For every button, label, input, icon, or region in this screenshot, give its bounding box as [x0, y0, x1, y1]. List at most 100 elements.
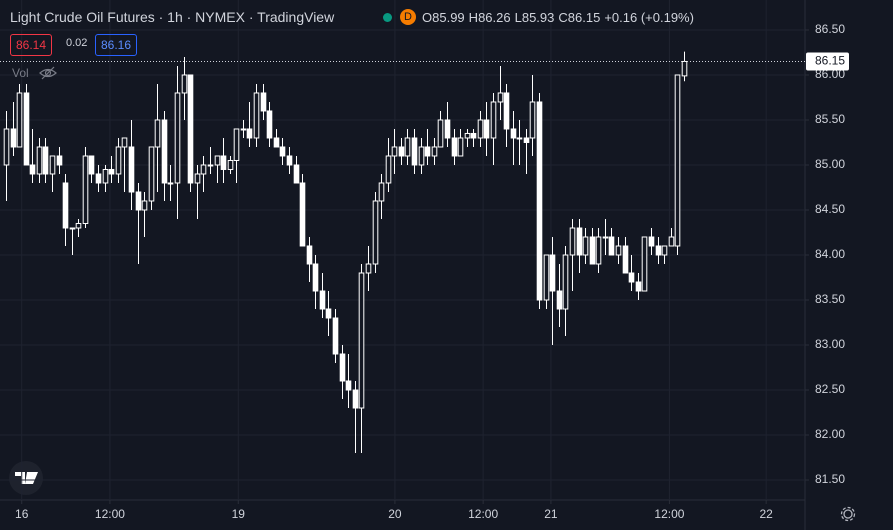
- candle-body: [510, 128, 517, 139]
- candle-body: [187, 74, 194, 184]
- candle-body: [641, 236, 648, 292]
- candle-body: [332, 317, 339, 355]
- candle-body: [635, 281, 642, 292]
- candle-body: [167, 182, 174, 185]
- sell-price[interactable]: 86.14: [10, 34, 53, 56]
- candle-body: [543, 254, 550, 301]
- last-price-label: 86.15: [815, 54, 845, 68]
- buy-price[interactable]: 86.16: [95, 34, 138, 56]
- candle-body: [339, 353, 346, 382]
- candle-body: [529, 101, 536, 139]
- x-tick-label: 20: [388, 507, 402, 521]
- candle-body: [437, 119, 444, 148]
- tv-logo: [9, 461, 43, 495]
- x-tick-label: 12:00: [654, 507, 684, 521]
- candle-body: [411, 137, 418, 166]
- candle-body: [477, 119, 484, 139]
- candle-body: [372, 200, 379, 265]
- settings-icon[interactable]: [840, 506, 856, 522]
- candle-body: [391, 146, 398, 157]
- candle-body: [148, 146, 155, 202]
- candle-body: [10, 128, 17, 148]
- candle-body: [95, 173, 102, 184]
- candle-body: [62, 182, 69, 229]
- candle-body: [358, 272, 365, 409]
- candle-body: [608, 236, 615, 256]
- y-tick-label: 81.50: [815, 472, 845, 486]
- ohlc-value: 86.15: [567, 10, 601, 25]
- candle-body: [161, 119, 168, 184]
- candle-body: [595, 236, 602, 265]
- x-tick-label: 16: [15, 507, 29, 521]
- candle-body: [108, 168, 115, 175]
- candle-body: [16, 92, 23, 148]
- x-tick-label: 19: [232, 507, 246, 521]
- ohlc-key: L: [514, 10, 522, 25]
- candle-body: [194, 173, 201, 184]
- x-tick-label: 22: [759, 507, 773, 521]
- candle-body: [483, 119, 490, 139]
- candle-body: [36, 146, 43, 175]
- x-tick-label: 12:00: [468, 507, 498, 521]
- ohlc-value: 86.26: [478, 10, 511, 25]
- candle-body: [602, 236, 609, 239]
- candle-body: [418, 146, 425, 166]
- candle-body: [154, 119, 161, 148]
- y-tick-label: 83.00: [815, 337, 845, 351]
- delay-badge[interactable]: D: [400, 9, 416, 25]
- ohlc-legend: O85.99 H86.26 L85.93 C86.15 +0.16 (+0.19%): [422, 10, 694, 25]
- candle-body: [536, 101, 543, 301]
- candle-body: [207, 164, 214, 167]
- candle-body: [576, 227, 583, 256]
- candle-body: [385, 155, 392, 184]
- candle-body: [470, 132, 477, 139]
- candle-body: [431, 146, 438, 157]
- y-tick-label: 83.50: [815, 292, 845, 306]
- candle-body: [556, 290, 563, 310]
- candle-body: [260, 92, 267, 112]
- candle-body: [200, 164, 207, 175]
- candle-body: [49, 155, 56, 175]
- candle-body: [312, 263, 319, 292]
- candle-body: [279, 146, 286, 157]
- candle-body: [174, 92, 181, 184]
- candle-body: [75, 222, 82, 229]
- candle-body: [299, 182, 306, 247]
- ohlc-key: H: [468, 10, 479, 25]
- spread: 0.02: [66, 37, 88, 49]
- candle-body: [668, 236, 675, 247]
- candle-body: [88, 155, 95, 175]
- candle-body: [365, 263, 372, 274]
- candle-body: [273, 137, 280, 148]
- y-tick-label: 82.00: [815, 427, 845, 441]
- candle-body: [457, 137, 464, 157]
- candle-body: [352, 389, 359, 409]
- candle-body: [115, 146, 122, 175]
- ohlc-value: 85.99: [432, 10, 465, 25]
- candle-body: [655, 245, 662, 256]
- chart-title: Light Crude Oil Futures · 1h · NYMEX · T…: [10, 9, 335, 25]
- candle-body: [615, 245, 622, 256]
- candle-body: [589, 236, 596, 265]
- candle-body: [23, 92, 30, 166]
- candle-body: [622, 245, 629, 274]
- y-tick-label: 84.00: [815, 247, 845, 261]
- candle-body: [569, 227, 576, 256]
- candle-body: [128, 146, 135, 193]
- candle-body: [345, 380, 352, 391]
- candle-body: [648, 236, 655, 247]
- candle-body: [42, 146, 49, 175]
- candle-body: [325, 308, 332, 319]
- candle-body: [503, 92, 510, 130]
- y-tick-label: 86.00: [815, 67, 845, 81]
- candle-body: [582, 236, 589, 256]
- ohlc-key: O: [422, 10, 433, 25]
- candle-body: [181, 74, 188, 94]
- candle-body: [214, 155, 221, 166]
- candle-body: [497, 92, 504, 103]
- volume-label: Vol: [12, 66, 29, 80]
- visibility-icon[interactable]: [38, 66, 58, 80]
- candle-body: [3, 128, 10, 166]
